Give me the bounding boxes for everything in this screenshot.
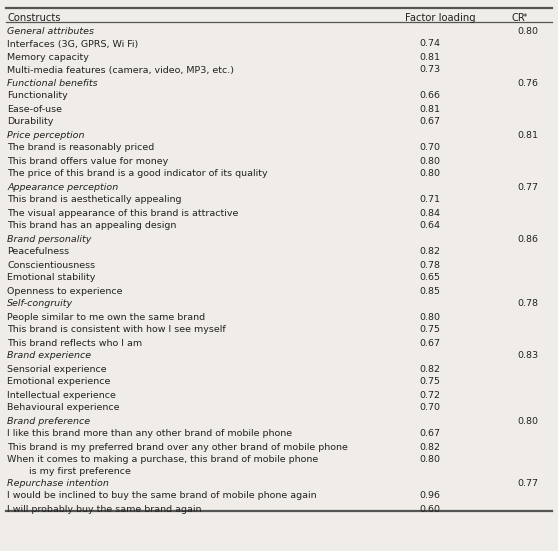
Text: 0.80: 0.80	[517, 26, 538, 35]
Text: Brand experience: Brand experience	[7, 352, 92, 360]
Text: 0.75: 0.75	[419, 377, 440, 386]
Text: 0.80: 0.80	[419, 312, 440, 321]
Text: This brand is my preferred brand over any other brand of mobile phone: This brand is my preferred brand over an…	[7, 442, 348, 451]
Text: Openness to experience: Openness to experience	[7, 287, 123, 295]
Text: Emotional experience: Emotional experience	[7, 377, 110, 386]
Text: Factor loading: Factor loading	[405, 13, 476, 23]
Text: Multi-media features (camera, video, MP3, etc.): Multi-media features (camera, video, MP3…	[7, 66, 234, 74]
Text: 0.76: 0.76	[517, 78, 538, 88]
Text: This brand is aesthetically appealing: This brand is aesthetically appealing	[7, 196, 182, 204]
Text: Ease-of-use: Ease-of-use	[7, 105, 62, 114]
Text: Self-congruity: Self-congruity	[7, 300, 74, 309]
Text: 0.70: 0.70	[419, 143, 440, 153]
Text: 0.67: 0.67	[419, 117, 440, 127]
Text: 0.77: 0.77	[517, 182, 538, 192]
Text: Interfaces (3G, GPRS, Wi Fi): Interfaces (3G, GPRS, Wi Fi)	[7, 40, 138, 48]
Text: Price perception: Price perception	[7, 131, 85, 139]
Text: Emotional stability: Emotional stability	[7, 273, 95, 283]
Text: 0.74: 0.74	[419, 40, 440, 48]
Text: This brand is consistent with how I see myself: This brand is consistent with how I see …	[7, 326, 226, 334]
Text: This brand offers value for money: This brand offers value for money	[7, 156, 169, 165]
Text: 0.67: 0.67	[419, 429, 440, 439]
Text: CR: CR	[511, 13, 525, 23]
Text: The brand is reasonably priced: The brand is reasonably priced	[7, 143, 155, 153]
Text: I would be inclined to buy the same brand of mobile phone again: I would be inclined to buy the same bran…	[7, 491, 317, 500]
Text: Constructs: Constructs	[7, 13, 61, 23]
Text: 0.65: 0.65	[419, 273, 440, 283]
Text: Functionality: Functionality	[7, 91, 68, 100]
Text: Behavioural experience: Behavioural experience	[7, 403, 120, 413]
Text: is my first preference: is my first preference	[17, 467, 131, 477]
Text: *: *	[523, 13, 527, 22]
Text: 0.96: 0.96	[419, 491, 440, 500]
Text: 0.80: 0.80	[419, 170, 440, 179]
Text: 0.83: 0.83	[517, 352, 538, 360]
Text: Memory capacity: Memory capacity	[7, 52, 89, 62]
Text: Brand personality: Brand personality	[7, 235, 92, 244]
Text: Appearance perception: Appearance perception	[7, 182, 118, 192]
Text: 0.67: 0.67	[419, 338, 440, 348]
Text: Functional benefits: Functional benefits	[7, 78, 98, 88]
Text: 0.64: 0.64	[419, 222, 440, 230]
Text: 0.71: 0.71	[419, 196, 440, 204]
Text: This brand has an appealing design: This brand has an appealing design	[7, 222, 177, 230]
Text: 0.86: 0.86	[517, 235, 538, 244]
Text: 0.81: 0.81	[517, 131, 538, 139]
Text: 0.73: 0.73	[419, 66, 440, 74]
Text: 0.75: 0.75	[419, 326, 440, 334]
Text: Durability: Durability	[7, 117, 54, 127]
Text: 0.82: 0.82	[419, 442, 440, 451]
Text: 0.82: 0.82	[419, 365, 440, 374]
Text: 0.85: 0.85	[419, 287, 440, 295]
Text: 0.70: 0.70	[419, 403, 440, 413]
Text: Repurchase intention: Repurchase intention	[7, 478, 109, 488]
Text: 0.60: 0.60	[419, 505, 440, 514]
Text: 0.81: 0.81	[419, 52, 440, 62]
Text: People similar to me own the same brand: People similar to me own the same brand	[7, 312, 205, 321]
Text: I like this brand more than any other brand of mobile phone: I like this brand more than any other br…	[7, 429, 292, 439]
Text: Brand preference: Brand preference	[7, 417, 90, 425]
Text: 0.81: 0.81	[419, 105, 440, 114]
Text: When it comes to making a purchase, this brand of mobile phone: When it comes to making a purchase, this…	[7, 456, 319, 464]
Text: The price of this brand is a good indicator of its quality: The price of this brand is a good indica…	[7, 170, 268, 179]
Text: 0.78: 0.78	[517, 300, 538, 309]
Text: 0.80: 0.80	[419, 456, 440, 464]
Text: Sensorial experience: Sensorial experience	[7, 365, 107, 374]
Text: 0.78: 0.78	[419, 261, 440, 269]
Text: Conscientiousness: Conscientiousness	[7, 261, 95, 269]
Text: General attributes: General attributes	[7, 26, 94, 35]
Text: 0.80: 0.80	[419, 156, 440, 165]
Text: Intellectual experience: Intellectual experience	[7, 391, 116, 399]
Text: 0.80: 0.80	[517, 417, 538, 425]
Text: The visual appearance of this brand is attractive: The visual appearance of this brand is a…	[7, 208, 239, 218]
Text: 0.82: 0.82	[419, 247, 440, 257]
Text: 0.77: 0.77	[517, 478, 538, 488]
Text: Peacefulness: Peacefulness	[7, 247, 69, 257]
Text: 0.72: 0.72	[419, 391, 440, 399]
Text: 0.84: 0.84	[419, 208, 440, 218]
Text: This brand reflects who I am: This brand reflects who I am	[7, 338, 142, 348]
Text: I will probably buy the same brand again: I will probably buy the same brand again	[7, 505, 202, 514]
Text: 0.66: 0.66	[419, 91, 440, 100]
